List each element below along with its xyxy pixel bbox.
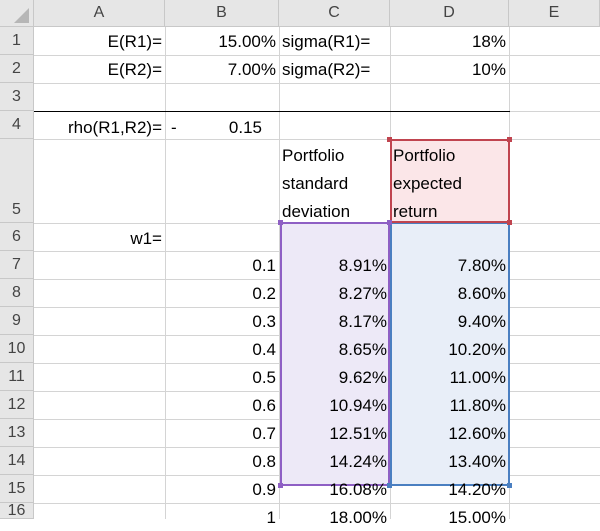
row-header-7[interactable]: 7 (0, 251, 34, 279)
cell-expected-return[interactable]: 14.20% (448, 480, 506, 499)
cell-w1-value[interactable]: 0.4 (252, 340, 276, 359)
cell-std-dev[interactable]: 8.91% (338, 256, 387, 275)
gridline-vertical (279, 27, 280, 519)
cell-std-dev[interactable]: 10.94% (329, 396, 387, 415)
cell-std-dev[interactable]: 18.00% (329, 508, 387, 527)
expected-return-range-highlight (390, 222, 510, 486)
cell-d2-value[interactable]: 10% (471, 60, 506, 79)
cell-std-dev[interactable]: 14.24% (329, 452, 387, 471)
row-header-3[interactable]: 3 (0, 83, 34, 111)
row-header-11[interactable]: 11 (0, 363, 34, 391)
cell-expected-return[interactable]: 11.80% (449, 396, 506, 415)
cell-std-dev[interactable]: 16.08% (329, 480, 387, 499)
header-line: deviation (282, 202, 351, 221)
gridline-vertical (165, 27, 166, 519)
gridline-horizontal (34, 139, 600, 140)
cell-w1-value[interactable]: 0.1 (252, 256, 276, 275)
row-header-1[interactable]: 1 (0, 27, 34, 55)
cell-w1-value[interactable]: 0.8 (252, 452, 276, 471)
cell-c1-label[interactable]: sigma(R1)= (282, 32, 371, 51)
cell-w1-value[interactable]: 0.2 (252, 284, 276, 303)
cell-b1-value[interactable]: 15.00% (218, 32, 276, 51)
row-header-16[interactable]: 16 (0, 503, 34, 519)
column-header-d[interactable]: D (390, 0, 509, 27)
header-line: return (393, 202, 438, 221)
range-handle[interactable] (278, 220, 283, 225)
cell-std-dev[interactable]: 8.27% (338, 284, 387, 303)
std-dev-range-highlight (280, 222, 390, 486)
row-header-4[interactable]: 4 (0, 111, 34, 139)
row4-top-border (34, 111, 510, 112)
column-header-b[interactable]: B (165, 0, 279, 27)
gridline-horizontal (34, 55, 600, 56)
row-header-15[interactable]: 15 (0, 475, 34, 503)
row-header-14[interactable]: 14 (0, 447, 34, 475)
row-header-13[interactable]: 13 (0, 419, 34, 447)
cell-expected-return[interactable]: 15.00% (448, 508, 506, 527)
cell-expected-return[interactable]: 9.40% (457, 312, 506, 331)
cell-a2-label[interactable]: E(R2)= (107, 60, 162, 79)
range-handle[interactable] (278, 483, 283, 488)
cell-w1-value[interactable]: 1 (266, 508, 276, 527)
cell-b2-value[interactable]: 7.00% (227, 60, 276, 79)
cell-w1-value[interactable]: 0.5 (252, 368, 276, 387)
header-line: Portfolio (282, 146, 345, 165)
cell-b4-value[interactable]: 0.15 (228, 118, 262, 137)
header-line: expected (393, 174, 462, 193)
cell-w1-value[interactable]: 0.7 (252, 424, 276, 443)
cell-c2-label[interactable]: sigma(R2)= (282, 60, 371, 79)
column-header-a[interactable]: A (34, 0, 165, 27)
cell-w1-value[interactable]: 0.3 (252, 312, 276, 331)
cell-b4-dash: - (171, 118, 177, 137)
cell-expected-return[interactable]: 11.00% (449, 368, 506, 387)
row-header-2[interactable]: 2 (0, 55, 34, 83)
cell-expected-return[interactable]: 7.80% (457, 256, 506, 275)
select-all-corner[interactable] (0, 0, 34, 27)
cell-w1-value[interactable]: 0.6 (252, 396, 276, 415)
cell-a4-label[interactable]: rho(R1,R2)= (67, 118, 162, 137)
cell-expected-return[interactable]: 8.60% (457, 284, 506, 303)
row-header-10[interactable]: 10 (0, 335, 34, 363)
range-handle[interactable] (507, 137, 512, 142)
cell-d5-header[interactable]: Portfolio expected return (390, 142, 509, 226)
cell-a1-label[interactable]: E(R1)= (107, 32, 162, 51)
row-header-5[interactable]: 5 (0, 139, 34, 223)
cell-expected-return[interactable]: 13.40% (448, 452, 506, 471)
cell-c5-header[interactable]: Portfolio standard deviation (279, 142, 390, 226)
column-header-e[interactable]: E (509, 0, 600, 27)
row-header-12[interactable]: 12 (0, 391, 34, 419)
cell-std-dev[interactable]: 12.51% (329, 424, 387, 443)
cell-expected-return[interactable]: 10.20% (448, 340, 506, 359)
gridline-horizontal (34, 503, 600, 504)
cell-std-dev[interactable]: 8.17% (338, 312, 387, 331)
row-header-6[interactable]: 6 (0, 223, 34, 251)
row-header-8[interactable]: 8 (0, 279, 34, 307)
column-header-c[interactable]: C (279, 0, 390, 27)
cell-a6-label[interactable]: w1= (130, 229, 162, 248)
range-handle[interactable] (387, 483, 392, 488)
cell-d1-value[interactable]: 18% (471, 32, 506, 51)
range-handle[interactable] (387, 137, 392, 142)
gridline-horizontal (34, 83, 600, 84)
range-handle[interactable] (507, 483, 512, 488)
header-line: standard (282, 174, 349, 193)
header-d5-highlight (390, 139, 510, 223)
cell-std-dev[interactable]: 9.62% (338, 368, 387, 387)
cell-std-dev[interactable]: 8.65% (338, 340, 387, 359)
range-handle[interactable] (507, 220, 512, 225)
cell-w1-value[interactable]: 0.9 (252, 480, 276, 499)
select-all-triangle-icon (14, 8, 29, 23)
row-header-9[interactable]: 9 (0, 307, 34, 335)
header-line: Portfolio (393, 146, 456, 165)
range-handle[interactable] (387, 220, 392, 225)
cell-expected-return[interactable]: 12.60% (448, 424, 506, 443)
